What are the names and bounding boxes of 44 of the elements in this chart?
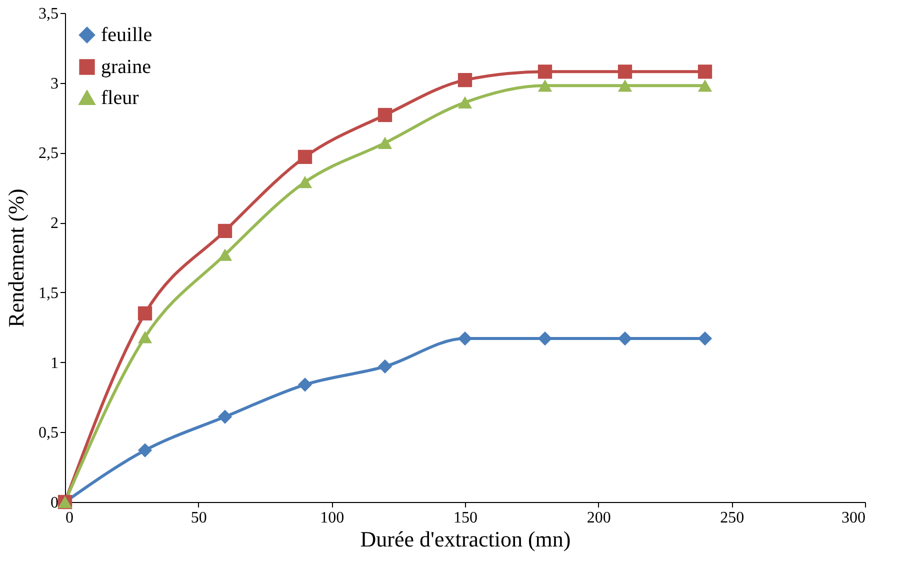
x-tick-label: 250 [720,510,744,526]
point [298,378,312,392]
legend-label: graine [101,56,152,78]
legend-label: feuille [101,24,152,46]
y-axis-title: Rendement (%) [4,188,28,328]
y-tick-label: 3,5 [38,6,58,22]
point [458,72,472,88]
y-tick-label: 2 [50,215,58,232]
point [538,331,552,346]
legend-label: fleur [101,87,140,109]
point [618,80,632,92]
x-tick-label: 100 [320,510,344,526]
point [138,306,152,320]
point [618,331,632,346]
point [218,410,232,424]
y-tick-label: 0 [50,494,58,512]
x-tick-label: 300 [842,510,866,526]
point [698,331,712,346]
point [378,359,392,374]
point [698,80,712,92]
point [218,248,232,261]
point [298,150,312,164]
point [298,176,312,188]
y-tick-label: 1 [50,354,58,372]
y-tick-label: 1,5 [38,284,58,302]
point [458,96,472,109]
point [138,443,152,458]
y-tick-label: 3 [50,75,58,92]
x-tick-label: 200 [586,510,611,526]
x-tick-label: 50 [190,510,207,526]
point [378,136,392,150]
x-tick-label: 150 [454,510,478,526]
x-axis-title: Durée d'extraction (mn) [360,526,571,552]
y-tick-label: 2,5 [38,145,58,162]
x-tick-label: 0 [66,510,74,526]
point [458,331,472,346]
point [218,224,232,238]
point [698,64,712,79]
point [538,80,552,92]
point [138,331,152,344]
y-tick-label: 0,5 [38,424,58,442]
point [378,108,392,122]
point [538,64,552,79]
point [618,64,632,79]
